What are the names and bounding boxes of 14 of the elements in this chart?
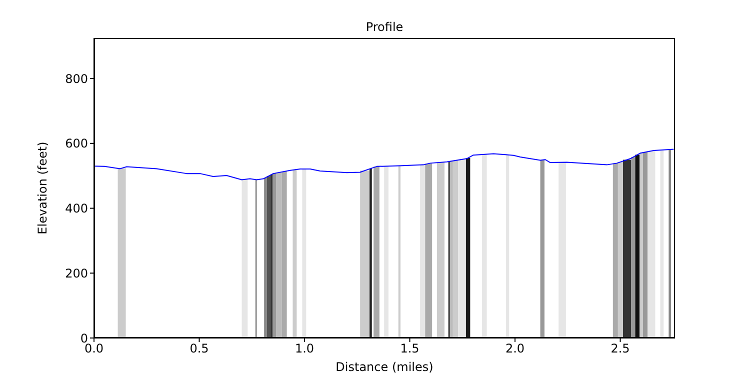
line-series [94, 148, 674, 180]
x-tick-label: 0.0 [84, 342, 104, 356]
x-tick-label: 0.5 [190, 342, 209, 356]
x-tick-label: 1.5 [400, 342, 420, 356]
chart-title: Profile [364, 20, 404, 34]
x-tick-label: 2.5 [610, 342, 630, 356]
x-tick-label: 1.0 [294, 342, 314, 356]
y-tick-label: 800 [65, 72, 88, 86]
y-axis-title: Elevation (feet) [35, 142, 50, 234]
y-tick-label: 200 [65, 266, 88, 280]
y-tick-label: 600 [65, 136, 88, 151]
x-axis-title: Distance (miles) [336, 360, 434, 374]
y-tick-label: 400 [65, 202, 88, 216]
x-tick-label: 2.0 [505, 342, 525, 356]
